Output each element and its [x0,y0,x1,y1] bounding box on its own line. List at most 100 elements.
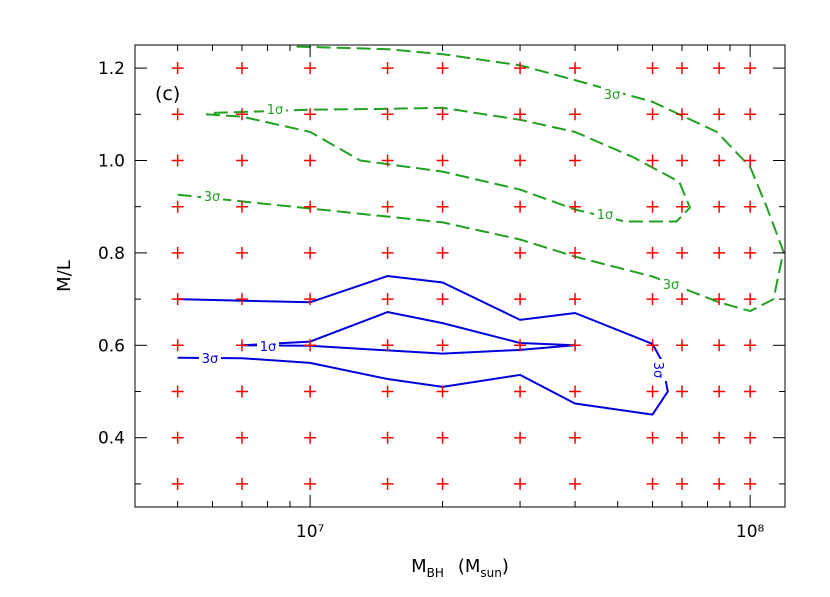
grid-point [171,200,184,213]
grid-point [235,385,248,398]
grid-point [569,477,582,490]
contour-label: 1σ [260,340,277,355]
grid-point [675,431,688,444]
grid-point [713,246,726,259]
grid-point [381,339,394,352]
grid-point [744,339,757,352]
grid-point [381,431,394,444]
grid-point [646,108,659,121]
grid-point [514,339,527,352]
grid-point [171,477,184,490]
grid-point [436,62,449,75]
grid-point [569,246,582,259]
contour-label: 3σ [202,352,219,367]
grid-point [436,293,449,306]
grid-point [713,339,726,352]
grid-point [569,431,582,444]
grid-point [304,339,317,352]
grid-point [744,108,757,121]
y-tick-label: 1.2 [98,59,125,79]
contour-label: 3σ [204,190,221,205]
grid-point [744,200,757,213]
grid-point [675,200,688,213]
grid-point [381,293,394,306]
grid-point [646,431,659,444]
grid-point [304,431,317,444]
grid-point [514,477,527,490]
grid-point [675,246,688,259]
grid-point [713,293,726,306]
grid-point [436,154,449,167]
x-tick-label: 10⁷ [296,522,325,542]
grid-point [514,108,527,121]
grid-point [713,62,726,75]
grid-point [436,200,449,213]
grid-point [235,246,248,259]
grid-point [569,339,582,352]
grid-point [171,246,184,259]
grid-point [235,62,248,75]
contour-label-bg [199,350,221,365]
grid-point [304,108,317,121]
grid-point [646,246,659,259]
grid-point [744,62,757,75]
contour-label-bg [264,101,286,116]
y-tick-label: 0.4 [98,429,125,449]
grid-point [569,62,582,75]
grid-point [235,108,248,121]
grid-point [171,293,184,306]
grid-point [381,200,394,213]
grid-point [235,293,248,306]
grid-point [436,108,449,121]
contour-line [241,310,576,355]
x-tick-label: 10⁸ [736,522,765,542]
grid-point [436,339,449,352]
grid-point [569,108,582,121]
grid-point [171,339,184,352]
y-tick-label: 0.6 [98,336,125,356]
grid-point [514,154,527,167]
grid-point [744,385,757,398]
grid-point [381,477,394,490]
grid-point [304,200,317,213]
grid-point [514,62,527,75]
grid-point [381,108,394,121]
contour-label: 3σ [650,362,665,379]
contour-label: 1σ [597,208,614,223]
grid-point [514,431,527,444]
grid-point [646,477,659,490]
plot-area: 3σ 3σ 1σ 1σ 1σ 3σ 3σ 3σ [177,45,785,416]
contour-label: 3σ [663,278,680,293]
grid-point [304,385,317,398]
grid-point [675,293,688,306]
grid-point [381,385,394,398]
grid-point [744,431,757,444]
grid-point [171,108,184,121]
grid-point [646,339,659,352]
grid-point [514,246,527,259]
grid-point [569,154,582,167]
x-axis-label: MBH (Msun) [411,556,509,580]
contour-label: 1σ [267,103,284,118]
grid-point [514,293,527,306]
grid-point [675,477,688,490]
grid-point [675,108,688,121]
grid-point [569,293,582,306]
grid-point [436,477,449,490]
contour-label-bg [594,206,616,221]
grid-point [713,477,726,490]
grid-point [744,246,757,259]
contour-label-bg [601,86,623,101]
grid-point [744,154,757,167]
contour-label: 3σ [604,88,621,103]
contour-line [177,274,669,416]
grid-point [744,293,757,306]
grid-point [646,200,659,213]
grid-point [514,200,527,213]
grid-point [675,385,688,398]
y-tick-label: 0.8 [98,244,125,264]
grid-point [713,154,726,167]
grid-point [713,200,726,213]
grid-point [171,62,184,75]
